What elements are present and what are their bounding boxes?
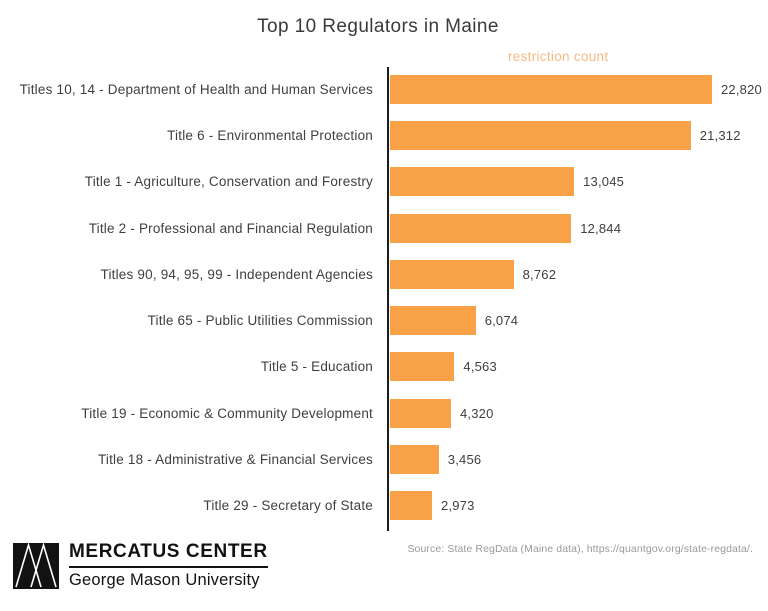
category-label: Title 19 - Economic & Community Developm… — [81, 405, 373, 421]
chart-title: Top 10 Regulators in Maine — [257, 16, 499, 37]
category-label: Title 1 - Agriculture, Conservation and … — [84, 174, 373, 190]
chart-row: Title 29 - Secretary of State 2,973 — [0, 483, 768, 529]
bar-wrap: 21,312 — [390, 120, 741, 150]
bar — [390, 445, 439, 475]
category-label: Title 18 - Administrative & Financial Se… — [97, 452, 373, 468]
bar-wrap: 13,045 — [390, 167, 625, 197]
bar — [390, 398, 451, 428]
chart-row: Title 65 - Public Utilities Commission 6,… — [0, 297, 768, 343]
bar-wrap: 22,820 — [390, 74, 762, 104]
category-label: Titles 10, 14 - Department of Health and… — [19, 81, 373, 97]
bar-wrap: 2,973 — [390, 491, 475, 521]
bar-wrap: 8,762 — [390, 259, 557, 289]
value-label: 6,074 — [484, 313, 519, 329]
value-label: 2,973 — [441, 498, 475, 514]
value-label: 4,320 — [460, 405, 494, 421]
bar — [390, 213, 572, 243]
chart-row: Title 18 - Administrative & Financial Se… — [0, 436, 768, 482]
category-label: Title 29 - Secretary of State — [203, 498, 373, 514]
value-label: 8,762 — [522, 266, 557, 282]
logo-secondary-text: George Mason University — [69, 571, 260, 589]
chart-row: Title 19 - Economic & Community Developm… — [0, 390, 768, 436]
bar — [390, 120, 691, 150]
value-label: 21,312 — [699, 127, 741, 143]
chart-row: Title 2 - Professional and Financial Reg… — [0, 205, 768, 251]
value-label: 4,563 — [463, 359, 497, 375]
mercatus-logo-mark-icon — [13, 542, 59, 589]
category-label: Titles 90, 94, 95, 99 - Independent Agen… — [100, 266, 373, 282]
mercatus-logo: MERCATUS CENTER George Mason University — [13, 541, 268, 590]
y-axis-line — [387, 67, 389, 531]
value-label: 12,844 — [580, 220, 622, 236]
bar-wrap: 3,456 — [390, 445, 482, 475]
bar — [390, 491, 432, 521]
category-label: Title 2 - Professional and Financial Reg… — [88, 220, 373, 236]
value-label: 3,456 — [447, 452, 482, 468]
bar — [390, 74, 712, 104]
x-axis-label: restriction count — [508, 49, 609, 64]
logo-primary-text: MERCATUS CENTER — [69, 541, 268, 568]
chart-row: Titles 10, 14 - Department of Health and… — [0, 66, 768, 112]
category-label: Title 5 - Education — [260, 359, 373, 375]
category-label: Title 65 - Public Utilities Commission — [147, 313, 373, 329]
bar — [390, 352, 455, 382]
bar-wrap: 4,563 — [390, 352, 497, 382]
bar-wrap: 4,320 — [390, 398, 494, 428]
value-label: 22,820 — [721, 81, 762, 97]
bar-wrap: 12,844 — [390, 213, 622, 243]
chart-row: Title 1 - Agriculture, Conservation and … — [0, 159, 768, 205]
bar — [390, 306, 476, 336]
chart-row: Title 6 - Environmental Protection 21,312 — [0, 112, 768, 158]
bar — [390, 259, 514, 289]
bar — [390, 167, 575, 197]
chart-row: Titles 90, 94, 95, 99 - Independent Agen… — [0, 251, 768, 297]
category-label: Title 6 - Environmental Protection — [167, 127, 373, 143]
chart-row: Title 5 - Education 4,563 — [0, 344, 768, 390]
bar-wrap: 6,074 — [390, 306, 519, 336]
source-note: Source: State RegData (Maine data), http… — [407, 543, 753, 555]
logo-text: MERCATUS CENTER George Mason University — [69, 541, 268, 590]
value-label: 13,045 — [583, 174, 625, 190]
bar-rows: Titles 10, 14 - Department of Health and… — [0, 66, 768, 529]
